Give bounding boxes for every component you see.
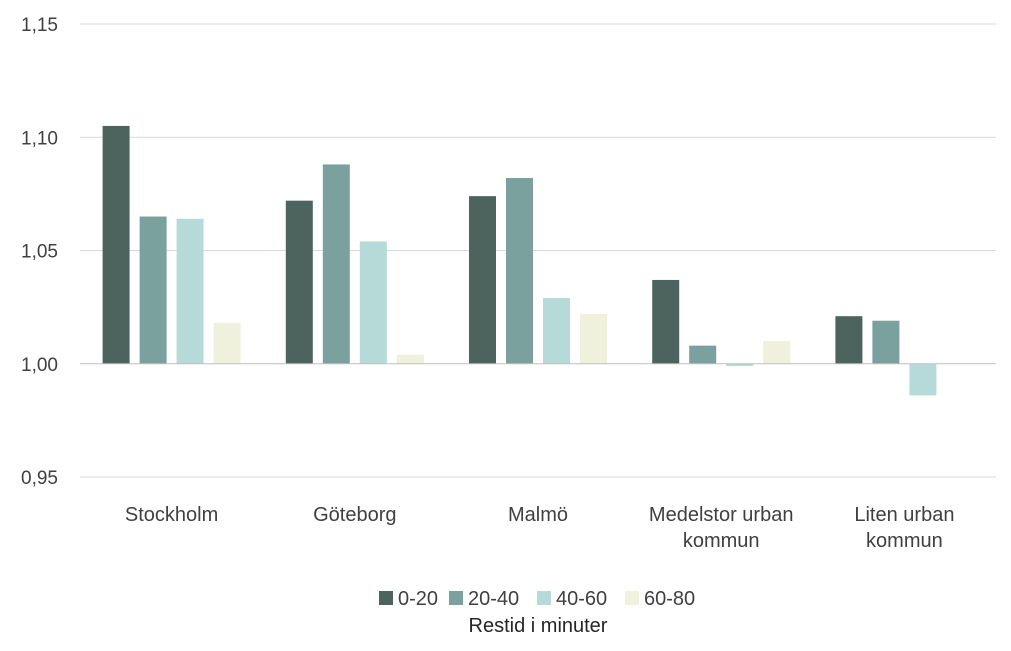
y-tick-label: 1,10 — [21, 128, 58, 149]
x-category-label: Stockholm — [125, 504, 218, 526]
legend: 0-20 20-40 40-60 60-80 — [379, 588, 695, 610]
bar — [835, 316, 863, 364]
bar — [469, 196, 496, 364]
bars — [102, 125, 937, 396]
bar — [506, 178, 533, 364]
y-tick-label: 1,05 — [21, 242, 58, 263]
legend-label: 20-40 — [468, 588, 519, 610]
bar — [652, 279, 680, 364]
legend-label: 60-80 — [644, 588, 695, 610]
gridlines — [80, 23, 996, 478]
x-axis-title: Restid i minuter — [469, 615, 608, 637]
legend-label: 40-60 — [556, 588, 607, 610]
bar — [213, 322, 241, 364]
x-category-label: Malmö — [508, 504, 568, 526]
x-axis-categories: Stockholm Göteborg Malmö Medelstor urban kom… — [125, 504, 955, 552]
x-category-label: Medelstor urban kommun — [649, 504, 794, 552]
legend-swatch — [449, 591, 463, 605]
y-tick-label: 1,15 — [21, 15, 58, 36]
y-tick-label: 1,00 — [21, 355, 58, 376]
bar — [396, 354, 424, 364]
bar — [176, 218, 204, 364]
legend-label: 0-20 — [398, 588, 438, 610]
bar — [102, 125, 130, 364]
bar — [909, 363, 937, 396]
legend-swatch — [379, 591, 393, 605]
bar — [580, 313, 607, 364]
bar — [763, 341, 791, 364]
bar — [543, 298, 570, 364]
bar — [359, 241, 387, 364]
x-category-label: Göteborg — [313, 504, 396, 526]
legend-swatch — [537, 591, 551, 605]
bar — [322, 164, 350, 364]
y-tick-label: 0,95 — [21, 468, 58, 489]
bar — [726, 363, 754, 367]
bar — [872, 320, 900, 364]
bar — [285, 200, 313, 364]
legend-swatch — [625, 591, 639, 605]
bar — [139, 216, 167, 364]
bar — [689, 345, 717, 364]
y-axis-ticks: 1,15 1,10 1,05 1,00 0,95 — [21, 15, 58, 489]
x-category-label: Liten urban kommun — [854, 504, 954, 552]
